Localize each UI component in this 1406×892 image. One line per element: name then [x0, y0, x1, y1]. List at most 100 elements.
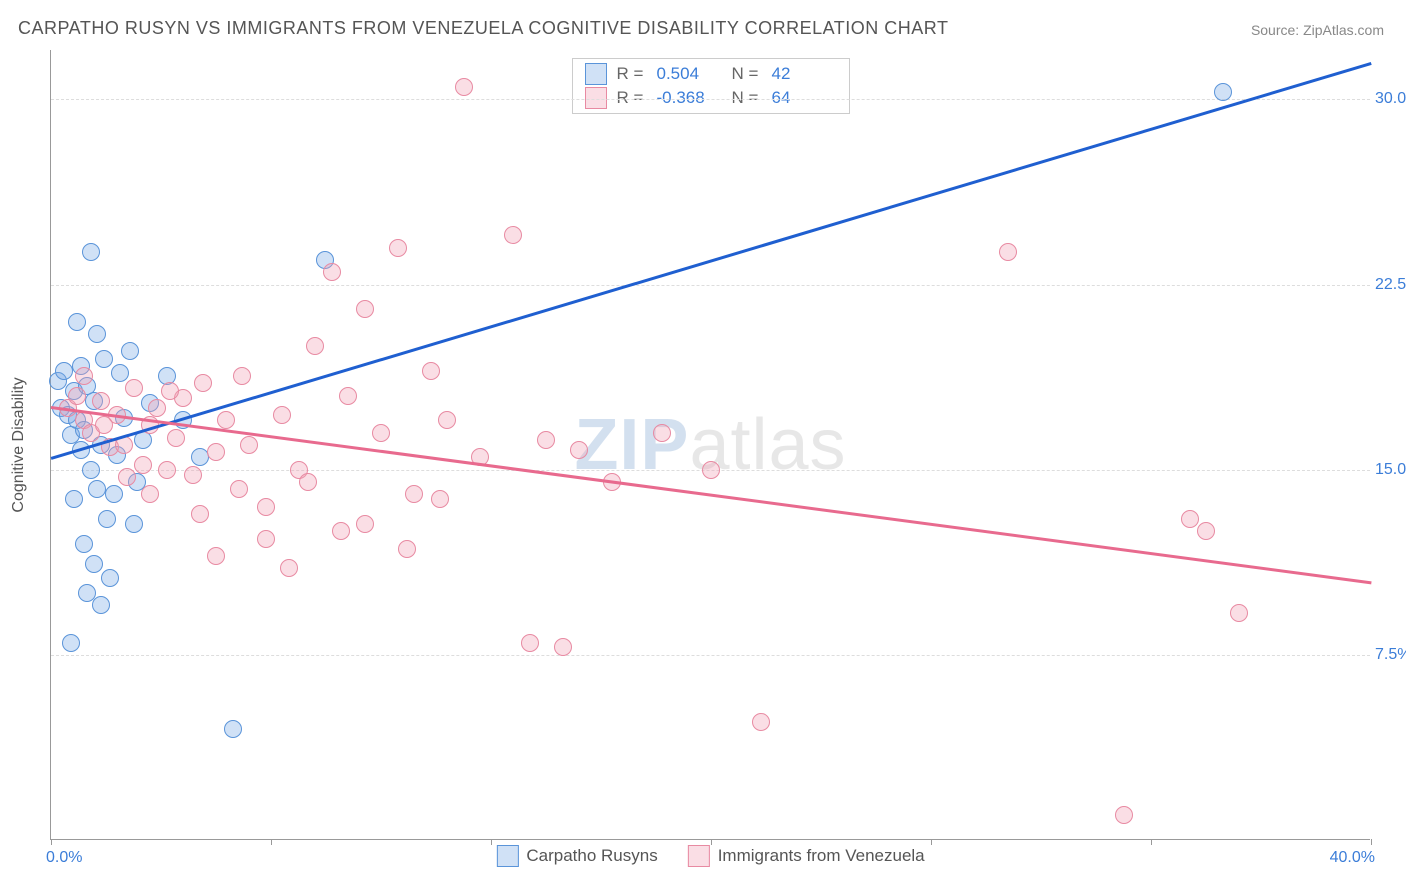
data-point: [75, 367, 93, 385]
x-tick-mark: [491, 839, 492, 845]
legend-item-1: Immigrants from Venezuela: [688, 845, 925, 867]
data-point: [273, 406, 291, 424]
data-point: [101, 569, 119, 587]
x-axis-start-label: 0.0%: [46, 849, 82, 867]
stats-swatch-1: [585, 87, 607, 109]
data-point: [88, 325, 106, 343]
data-point: [389, 239, 407, 257]
gridline: [51, 99, 1370, 100]
y-tick-label: 15.0%: [1375, 461, 1406, 479]
data-point: [125, 379, 143, 397]
data-point: [240, 436, 258, 454]
trend-line: [51, 62, 1372, 459]
data-point: [339, 387, 357, 405]
legend-label-0: Carpatho Rusyns: [526, 846, 657, 866]
data-point: [148, 399, 166, 417]
data-point: [75, 535, 93, 553]
data-point: [92, 596, 110, 614]
data-point: [257, 498, 275, 516]
data-point: [68, 313, 86, 331]
data-point: [161, 382, 179, 400]
gridline: [51, 285, 1370, 286]
legend-item-0: Carpatho Rusyns: [496, 845, 657, 867]
x-tick-mark: [711, 839, 712, 845]
stats-legend: R = 0.504 N = 42 R = -0.368 N = 64: [572, 58, 850, 114]
data-point: [332, 522, 350, 540]
data-point: [752, 713, 770, 731]
data-point: [98, 510, 116, 528]
data-point: [141, 485, 159, 503]
data-point: [65, 490, 83, 508]
data-point: [405, 485, 423, 503]
data-point: [184, 466, 202, 484]
legend-swatch-1: [688, 845, 710, 867]
data-point: [55, 362, 73, 380]
data-point: [1230, 604, 1248, 622]
data-point: [92, 392, 110, 410]
data-point: [167, 429, 185, 447]
x-tick-mark: [931, 839, 932, 845]
n-value-1: 64: [772, 88, 837, 108]
r-label: R =: [617, 64, 647, 84]
x-tick-mark: [51, 839, 52, 845]
n-value-0: 42: [772, 64, 837, 84]
plot-area: Cognitive Disability ZIPatlas R = 0.504 …: [50, 50, 1370, 840]
data-point: [702, 461, 720, 479]
data-point: [230, 480, 248, 498]
trend-line: [51, 406, 1371, 584]
data-point: [1214, 83, 1232, 101]
gridline: [51, 655, 1370, 656]
n-label: N =: [732, 64, 762, 84]
legend-swatch-0: [496, 845, 518, 867]
chart-title: CARPATHO RUSYN VS IMMIGRANTS FROM VENEZU…: [18, 18, 948, 39]
data-point: [438, 411, 456, 429]
data-point: [554, 638, 572, 656]
r-value-0: 0.504: [657, 64, 722, 84]
data-point: [372, 424, 390, 442]
y-tick-label: 22.5%: [1375, 276, 1406, 294]
data-point: [504, 226, 522, 244]
data-point: [431, 490, 449, 508]
data-point: [134, 456, 152, 474]
data-point: [207, 547, 225, 565]
r-value-1: -0.368: [657, 88, 722, 108]
x-axis-end-label: 40.0%: [1330, 849, 1375, 867]
data-point: [68, 387, 86, 405]
y-tick-label: 7.5%: [1375, 646, 1406, 664]
data-point: [111, 364, 129, 382]
data-point: [455, 78, 473, 96]
source-attribution: Source: ZipAtlas.com: [1251, 22, 1384, 38]
x-tick-mark: [271, 839, 272, 845]
data-point: [82, 243, 100, 261]
data-point: [999, 243, 1017, 261]
data-point: [356, 515, 374, 533]
data-point: [1115, 806, 1133, 824]
y-tick-label: 30.0%: [1375, 90, 1406, 108]
data-point: [125, 515, 143, 533]
data-point: [537, 431, 555, 449]
stats-row-series-1: R = -0.368 N = 64: [585, 87, 837, 109]
data-point: [82, 461, 100, 479]
data-point: [207, 443, 225, 461]
data-point: [85, 555, 103, 573]
data-point: [299, 473, 317, 491]
x-tick-mark: [1151, 839, 1152, 845]
r-label: R =: [617, 88, 647, 108]
data-point: [521, 634, 539, 652]
data-point: [194, 374, 212, 392]
data-point: [105, 485, 123, 503]
data-point: [95, 416, 113, 434]
stats-row-series-0: R = 0.504 N = 42: [585, 63, 837, 85]
data-point: [280, 559, 298, 577]
data-point: [158, 461, 176, 479]
data-point: [233, 367, 251, 385]
stats-swatch-0: [585, 63, 607, 85]
data-point: [306, 337, 324, 355]
data-point: [224, 720, 242, 738]
data-point: [257, 530, 275, 548]
series-legend: Carpatho Rusyns Immigrants from Venezuel…: [496, 845, 924, 867]
data-point: [1181, 510, 1199, 528]
n-label: N =: [732, 88, 762, 108]
data-point: [191, 448, 209, 466]
data-point: [356, 300, 374, 318]
